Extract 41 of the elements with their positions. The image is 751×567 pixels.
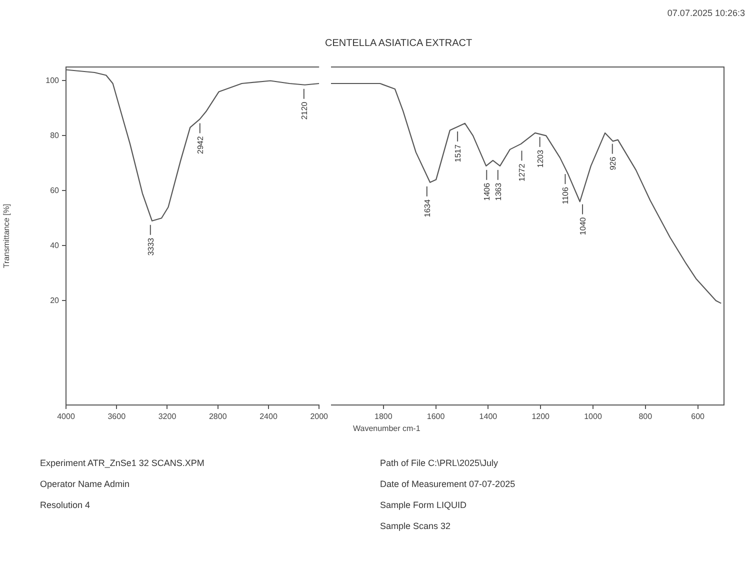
- y-tick-label: 20: [50, 296, 60, 305]
- text: Sample Form LIQUID: [380, 500, 468, 510]
- x-tick-label: 800: [638, 412, 653, 422]
- x-tick-label: 3200: [158, 412, 177, 422]
- y-axis-title: Transmittance [%]: [2, 204, 12, 268]
- annotation: 926: [608, 156, 618, 170]
- annotation: 1040: [578, 216, 588, 236]
- text: Date of Measurement 07-07-2025: [380, 479, 516, 489]
- annotation: 1203: [536, 149, 545, 168]
- y-tick-label: 60: [50, 186, 60, 195]
- x-tick-label: 3600: [108, 412, 126, 422]
- x-tick-label: 1600: [426, 412, 446, 422]
- annotation: 1517: [454, 144, 463, 162]
- x-tick-label: 2000: [310, 412, 329, 422]
- x-tick-label: 1800: [374, 412, 393, 422]
- x-axis-title: Wavenumber cm-1: [353, 424, 420, 433]
- x-tick-label: 600: [691, 412, 706, 422]
- annotation: 1106: [561, 186, 570, 204]
- chart-title: CENTELLA ASIATICA EXTRACT: [325, 38, 472, 49]
- text: Resolution 4: [40, 500, 92, 510]
- x-tick-label: 1200: [532, 412, 550, 422]
- annotation: 1363: [494, 182, 503, 201]
- annotation: 3333: [146, 237, 156, 256]
- text: Experiment ATR_ZnSe1 32 SCANS.XPM: [40, 458, 206, 468]
- text: Operator Name Admin: [40, 479, 131, 489]
- text: Path of File C:\PRL\2025\July: [380, 458, 500, 468]
- text: 07.07.2025 10:26:3: [667, 8, 745, 18]
- y-tick-label: 80: [50, 130, 60, 140]
- y-tick-label: 40: [50, 240, 60, 250]
- annotation: 1406: [482, 182, 492, 201]
- text: Sample Scans 32: [380, 521, 452, 531]
- x-tick-label: 1400: [479, 412, 498, 422]
- annotation: 2942: [196, 136, 205, 154]
- annotation: 1634: [422, 198, 432, 218]
- annotation: 1272: [518, 163, 527, 182]
- x-tick-label: 4000: [57, 412, 76, 422]
- x-tick-label: 2400: [260, 412, 278, 422]
- x-tick-label: 2800: [208, 412, 228, 422]
- y-tick-label: 100: [46, 76, 60, 85]
- x-tick-label: 1000: [584, 412, 602, 422]
- annotation: 2120: [300, 101, 309, 120]
